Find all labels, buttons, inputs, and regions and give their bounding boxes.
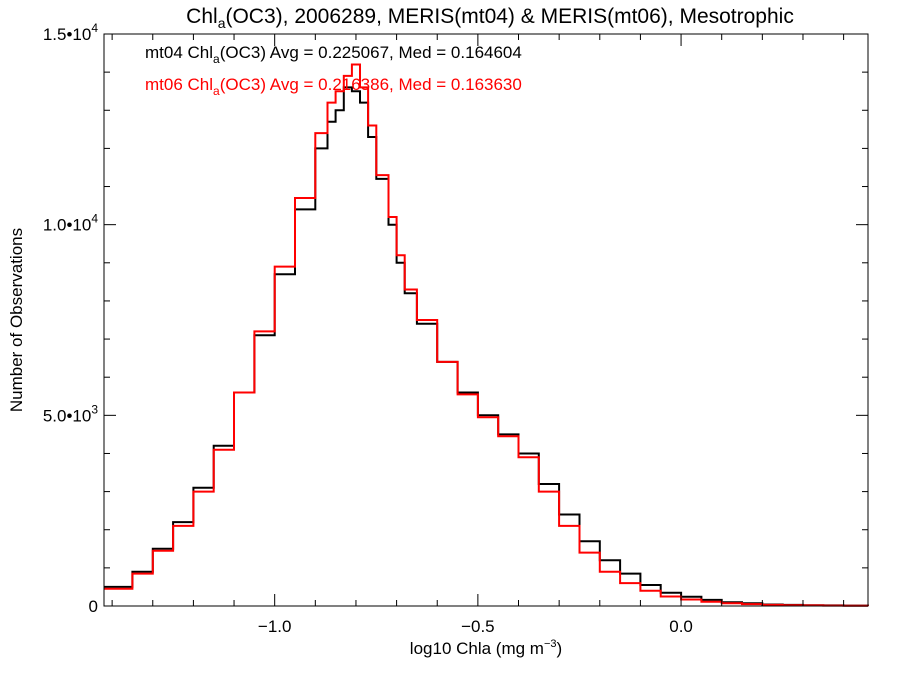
x-tick-label: −1.0 [258,617,292,636]
y-tick-label: 1.0•104 [43,212,99,235]
y-tick-label: 5.0•103 [43,402,99,425]
x-axis-label: log10 Chla (mg m−3) [410,638,562,658]
plot-series-group [104,63,869,607]
legend-entry-mt04: mt04 Chla(OC3) Avg = 0.225067, Med = 0.1… [145,43,522,66]
x-axis-label-post: ) [557,639,563,658]
y-tick-mantissa: 5.0•10 [43,406,92,425]
legend-mt06-post: (OC3) Avg = 0.216386, Med = 0.163630 [220,75,522,94]
x-tick-label: −0.5 [461,617,495,636]
x-tick-label: 0.0 [669,617,693,636]
chart-title: Chla(OC3), 2006289, MERIS(mt04) & MERIS(… [186,5,794,31]
y-tick-exponent: 4 [91,212,98,226]
y-tick-exponent: 4 [91,21,98,35]
plot-frame [103,33,869,607]
y-axis-label: Number of Observations [7,228,26,412]
x-axis-label-pre: log10 Chla (mg m [410,639,544,658]
chart-title-subscript: a [218,15,226,31]
series-line-mt06 [104,63,869,607]
legend-entry-mt06: mt06 Chla(OC3) Avg = 0.216386, Med = 0.1… [145,75,522,98]
series-line-mt04 [104,86,869,607]
y-tick-mantissa: 0 [89,597,98,616]
y-tick-mantissa: 1.0•10 [43,216,92,235]
legend-mt04-pre: mt04 Chl [145,43,213,62]
legend-mt06-pre: mt06 Chl [145,75,213,94]
y-tick-mantissa: 1.5•10 [43,25,92,44]
y-tick-label: 1.5•104 [43,21,99,44]
legend-mt04-subscript: a [213,52,220,66]
y-tick-exponent: 3 [91,402,98,416]
chart-title-pre: Chl [186,5,218,28]
legend-mt06-subscript: a [213,84,220,98]
chart-title-post: (OC3), 2006289, MERIS(mt04) & MERIS(mt06… [225,5,793,28]
legend-mt04-post: (OC3) Avg = 0.225067, Med = 0.164604 [220,43,522,62]
y-tick-label: 0 [89,597,98,616]
x-axis-label-superscript: −3 [544,638,557,650]
